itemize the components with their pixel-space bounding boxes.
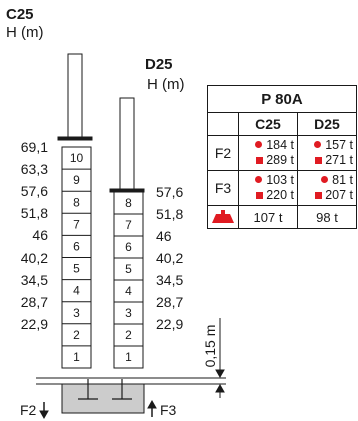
- table-cell-f2-d25: 157 t 271 t: [297, 135, 357, 171]
- segment-number: 8: [73, 195, 80, 209]
- dot-icon: [255, 141, 263, 148]
- c25-title: C25: [6, 6, 34, 23]
- c25-top-column: [67, 53, 83, 138]
- table-cell-weight-c25: 107 t: [238, 205, 298, 229]
- segment-number: 6: [73, 239, 80, 253]
- segment-number: 9: [73, 173, 80, 187]
- segment-number: 8: [125, 196, 132, 210]
- segment-number: 4: [73, 284, 80, 298]
- height-label: 22,9: [156, 316, 184, 332]
- dimension-indicator: [215, 318, 225, 398]
- height-label: 28,7: [156, 294, 184, 310]
- segment-number: 2: [73, 328, 80, 342]
- dimension-label: 0,15 m: [202, 324, 218, 368]
- load-table: P 80A C25 D25 F2 184 t 289 t 157 t 271 t…: [207, 85, 357, 229]
- table-col-c25: C25: [238, 112, 298, 136]
- height-label: 34,5: [20, 271, 48, 288]
- table-row-weight-label: [207, 205, 239, 229]
- dot-icon: [321, 176, 329, 183]
- height-label: 34,5: [156, 272, 184, 288]
- height-label: 57,6: [20, 183, 48, 200]
- segment-number: 10: [70, 151, 84, 165]
- segment-number: 7: [73, 217, 80, 231]
- square-icon: [256, 157, 264, 164]
- f3-arrow-icon: [147, 399, 157, 417]
- height-label: 40,2: [156, 250, 184, 266]
- f2-label: F2: [20, 402, 37, 418]
- dot-icon: [314, 141, 322, 148]
- dot-icon: [255, 176, 263, 183]
- table-row-f2-label: F2: [207, 135, 239, 171]
- height-label: 51,8: [156, 206, 184, 222]
- table-corner: [207, 112, 239, 136]
- segment-number: 6: [125, 240, 132, 254]
- height-label: 40,2: [20, 249, 48, 266]
- table-col-d25: D25: [297, 112, 357, 136]
- square-icon: [315, 192, 323, 199]
- square-icon: [315, 157, 323, 164]
- table-title: P 80A: [207, 85, 357, 113]
- segment-number: 5: [125, 262, 132, 276]
- height-label: 69,1: [20, 139, 48, 155]
- height-label: 46: [156, 228, 172, 244]
- segment-number: 5: [73, 262, 80, 276]
- table-cell-f3-d25: 81 t 207 t: [297, 170, 357, 206]
- height-label: 51,8: [20, 205, 48, 222]
- height-label: 63,3: [20, 161, 48, 178]
- square-icon: [256, 192, 264, 199]
- segment-number: 7: [125, 218, 132, 232]
- segment-number: 3: [73, 306, 80, 320]
- height-label: 28,7: [20, 293, 48, 310]
- segment-number: 3: [125, 306, 132, 320]
- height-label: 46: [32, 227, 48, 244]
- height-label: 22,9: [20, 315, 48, 332]
- c25-collar: [57, 136, 93, 141]
- weight-icon: [212, 210, 234, 223]
- segment-number: 1: [125, 350, 132, 364]
- height-label: 57,6: [156, 184, 184, 200]
- table-cell-f2-c25: 184 t 289 t: [238, 135, 298, 171]
- f2-arrow-icon: [39, 402, 49, 420]
- segment-number: 1: [73, 350, 80, 364]
- f3-label: F3: [160, 402, 177, 418]
- d25-top-column: [119, 97, 135, 190]
- d25-title: D25: [145, 56, 173, 73]
- table-cell-weight-d25: 98 t: [297, 205, 357, 229]
- table-row-f3-label: F3: [207, 170, 239, 206]
- d25-unit: H (m): [147, 76, 185, 93]
- c25-unit: H (m): [6, 24, 44, 41]
- segment-number: 4: [125, 284, 132, 298]
- table-cell-f3-c25: 103 t 220 t: [238, 170, 298, 206]
- segment-number: 2: [125, 328, 132, 342]
